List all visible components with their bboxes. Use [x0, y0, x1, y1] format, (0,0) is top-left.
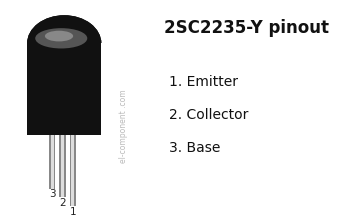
Text: 2. Collector: 2. Collector — [169, 108, 248, 122]
Bar — [49, 135, 55, 189]
Bar — [70, 135, 76, 206]
Bar — [61, 135, 64, 197]
Ellipse shape — [27, 15, 101, 72]
Bar — [27, 43, 101, 135]
Text: 1: 1 — [69, 207, 76, 217]
Bar — [59, 135, 66, 197]
Text: 2: 2 — [59, 198, 66, 208]
Ellipse shape — [45, 32, 74, 43]
Text: 2SC2235-Y pinout: 2SC2235-Y pinout — [164, 19, 329, 37]
Ellipse shape — [35, 28, 87, 48]
Ellipse shape — [34, 29, 88, 50]
Bar — [71, 135, 74, 206]
Text: 1. Emitter: 1. Emitter — [169, 76, 238, 89]
Ellipse shape — [45, 31, 73, 41]
Bar — [24, 43, 105, 135]
Ellipse shape — [27, 15, 101, 72]
Text: 3: 3 — [49, 189, 56, 199]
Bar — [51, 135, 54, 189]
Text: el-component .com: el-component .com — [119, 89, 128, 163]
Bar — [20, 43, 108, 137]
Bar — [27, 43, 101, 135]
Bar — [20, 43, 108, 217]
Text: 3. Base: 3. Base — [169, 141, 220, 155]
